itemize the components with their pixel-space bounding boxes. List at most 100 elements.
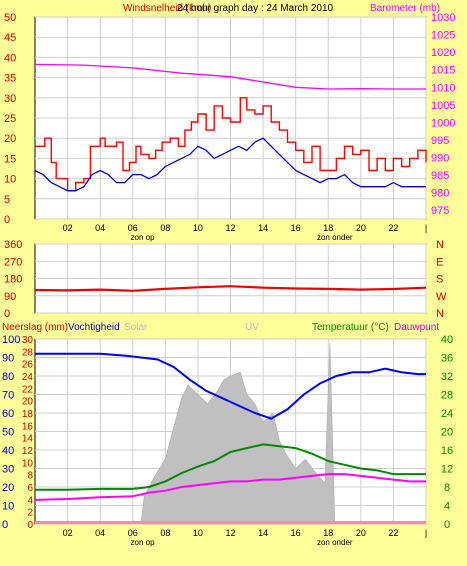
compass-label: S (436, 274, 443, 286)
rain-y-tick-label: 26 (22, 360, 34, 371)
barometer-y-tick-label: 1025 (431, 30, 455, 42)
wind-sunset-label: zon onder (317, 233, 353, 242)
wind-x-tick-label: 10 (193, 223, 203, 233)
climate-sunrise-label: zon op (131, 538, 156, 547)
barometer-y-tick-label: 1020 (431, 47, 455, 59)
wind-x-tick-label: 20 (356, 223, 366, 233)
barometer-y-tick-label: 1015 (431, 65, 455, 77)
dewpoint-line (34, 473, 426, 501)
climate-x-tick-label: 12 (225, 528, 235, 538)
graph-title: 24 hour graph day : 24 March 2010 (177, 3, 334, 14)
climate-x-tick-label: 14 (258, 528, 268, 538)
wind-y-tick-label: 45 (4, 32, 16, 44)
legend-temperature: Temperatuur (°C) (312, 322, 389, 333)
humidity-y-tick-label: 20 (2, 482, 14, 494)
wind-x-tick-label: 02 (63, 223, 73, 233)
rain-y-tick-label: 12 (22, 446, 34, 457)
climate-x-tick-label: 06 (128, 528, 138, 538)
humidity-y-tick-label: 10 (2, 501, 14, 513)
rain-y-tick-label: 22 (22, 384, 34, 395)
temperature-y-tick-label: 4 (444, 501, 450, 513)
wind_gust-line (35, 97, 427, 192)
humidity-y-tick-label: 0 (2, 519, 8, 531)
wind-x-tick-label: 22 (388, 223, 398, 233)
wind-x-tick-label: 06 (128, 223, 138, 233)
humidity-y-tick-label: 40 (2, 445, 14, 457)
direction-y-tick-label: 360 (4, 239, 22, 251)
temperature-y-tick-label: 36 (441, 353, 453, 365)
compass-label: W (436, 291, 447, 303)
wind-x-tick-label: 16 (291, 223, 301, 233)
direction-y-tick-label: 270 (4, 256, 22, 268)
barometer-y-tick-label: 1010 (431, 82, 455, 94)
wind-x-tick-label: 14 (258, 223, 268, 233)
rain-y-tick-label: 24 (22, 372, 34, 383)
compass-label: E (436, 256, 443, 268)
direction-y-tick-label: 90 (4, 291, 16, 303)
wind-x-tick-label: 08 (160, 223, 170, 233)
wind-sunrise-label: zon op (131, 233, 156, 242)
temperature-line (35, 443, 426, 491)
compass-label: N (436, 308, 444, 320)
rain-y-tick-label: 10 (22, 458, 34, 469)
rain-y-tick-label: 30 (22, 335, 34, 346)
humidity-y-tick-label: 60 (2, 408, 14, 420)
climate-x-tick-label: 08 (160, 528, 170, 538)
rain-y-tick-label: 4 (27, 495, 33, 506)
wind-axis-label: Windsnelheid (kmh) (123, 3, 211, 14)
wind-y-tick-label: 30 (4, 93, 16, 105)
legend-uv: UV (245, 322, 259, 333)
barometer-y-tick-label: 995 (431, 135, 449, 147)
climate-panel: 0481216202428323640010203040506070809010… (2, 334, 453, 547)
climate-sunset-label: zon onder (317, 538, 353, 547)
rain-y-tick-label: 0 (27, 520, 33, 531)
barometer-y-tick-label: 980 (431, 188, 449, 200)
wind-x-tick-label: 04 (95, 223, 105, 233)
compass-label: N (436, 239, 444, 251)
barometer-y-tick-label: 985 (431, 170, 449, 182)
wind-y-tick-label: 0 (4, 214, 10, 226)
climate-x-tick-label: 16 (291, 528, 301, 538)
climate-x-tick-label: 04 (95, 528, 105, 538)
rain-y-tick-label: 20 (22, 397, 34, 408)
wind-x-tick-label: 12 (225, 223, 235, 233)
wind-x-tick-label: 18 (323, 223, 333, 233)
direction-y-tick-label: 180 (4, 274, 22, 286)
legend-solar: Solar (124, 322, 148, 333)
temperature-y-tick-label: 12 (441, 464, 453, 476)
rain-y-tick-label: 2 (27, 508, 33, 519)
wind-y-tick-label: 25 (4, 113, 16, 125)
wind-y-tick-label: 40 (4, 52, 16, 64)
temperature-y-tick-label: 8 (444, 482, 450, 494)
rain-y-tick-label: 6 (27, 483, 33, 494)
legend-dewpoint: Dauwpunt (394, 322, 439, 333)
climate-x-tick-label: 20 (356, 528, 366, 538)
temperature-y-tick-label: 20 (441, 427, 453, 439)
barometer-y-tick-label: 1005 (431, 100, 455, 112)
temperature-y-tick-label: 28 (441, 390, 453, 402)
climate-x-tick-label: 22 (388, 528, 398, 538)
wind-y-tick-label: 35 (4, 73, 16, 85)
wind_avg-line (34, 137, 426, 192)
barometer-axis-label: Barometer (mb) (370, 3, 440, 14)
humidity-y-tick-label: 30 (2, 464, 14, 476)
climate-x-tick-label: 18 (323, 528, 333, 538)
humidity-y-tick-label: 80 (2, 371, 14, 383)
temperature-y-tick-label: 0 (444, 519, 450, 531)
climate-x-tick-label: | (425, 528, 427, 538)
climate-x-tick-label: 02 (63, 528, 73, 538)
legend-rain: Neerslag (mm) (2, 322, 68, 333)
wind-y-tick-label: 50 (4, 12, 16, 24)
barometer-y-tick-label: 975 (431, 205, 449, 217)
humidity-y-tick-label: 100 (2, 334, 20, 346)
humidity-y-tick-label: 90 (2, 353, 14, 365)
wind-x-tick-label: | (425, 223, 427, 233)
wind-y-tick-label: 10 (4, 174, 16, 186)
temperature-y-tick-label: 32 (441, 371, 453, 383)
wind-y-tick-label: 5 (4, 194, 10, 206)
rain-y-tick-label: 14 (22, 434, 34, 445)
wind-direction-panel: 0 N 90 W 180 S 270 E 360 N (4, 239, 447, 320)
rain-y-tick-label: 16 (22, 421, 34, 432)
barometer-y-tick-label: 990 (431, 153, 449, 165)
